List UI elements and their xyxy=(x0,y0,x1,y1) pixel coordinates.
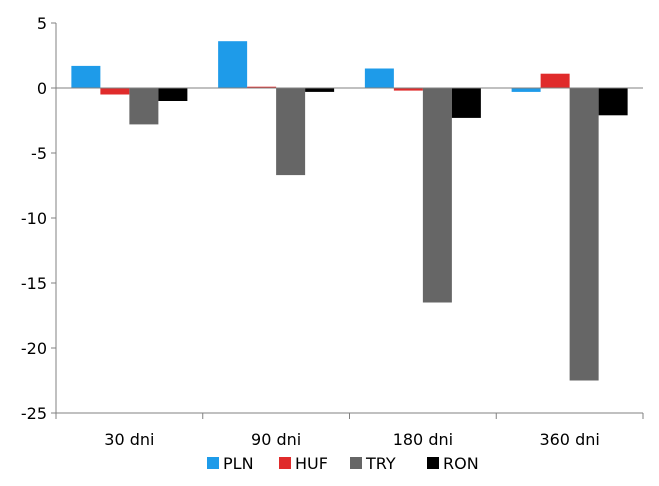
bar-huf-0 xyxy=(100,88,130,95)
axis-layer: 5 0 -5 -10 -15 -20 -25 30 dni 90 dni 180 dni 360 d… xyxy=(21,14,644,449)
legend-swatch-pln xyxy=(207,457,219,469)
legend: PLN HUF TRY RON xyxy=(207,454,479,473)
bar-try-0 xyxy=(129,88,159,125)
bar-huf-2 xyxy=(393,88,423,91)
bar-try-2 xyxy=(422,88,452,303)
bar-ron-0 xyxy=(158,88,188,101)
bar-pln-1 xyxy=(218,41,248,88)
bar-try-1 xyxy=(276,88,306,176)
legend-label-pln: PLN xyxy=(223,454,254,473)
x-category-label: 180 dni xyxy=(393,430,453,449)
y-tick-label: -20 xyxy=(21,339,47,358)
y-tick-label: 0 xyxy=(37,79,47,98)
y-tick-label: -25 xyxy=(21,404,47,423)
bar-huf-1 xyxy=(247,86,277,88)
x-category-label: 90 dni xyxy=(251,430,301,449)
y-tick-label: -10 xyxy=(21,209,47,228)
x-category-label: 30 dni xyxy=(104,430,154,449)
legend-label-try: TRY xyxy=(365,454,396,473)
y-tick-label: 5 xyxy=(37,14,47,33)
bar-huf-3 xyxy=(540,73,570,88)
bars-layer xyxy=(71,41,628,381)
y-tick-label: -5 xyxy=(31,144,47,163)
y-tick-label: -15 xyxy=(21,274,47,293)
legend-swatch-ron xyxy=(427,457,439,469)
bar-pln-2 xyxy=(364,68,394,88)
bar-try-3 xyxy=(569,88,599,381)
legend-swatch-huf xyxy=(279,457,291,469)
bar-ron-1 xyxy=(305,88,335,92)
legend-swatch-try xyxy=(350,457,362,469)
legend-label-huf: HUF xyxy=(295,454,328,473)
bar-pln-3 xyxy=(511,88,541,92)
bar-ron-3 xyxy=(598,88,628,116)
bar-ron-2 xyxy=(451,88,481,118)
x-category-label: 360 dni xyxy=(539,430,599,449)
legend-label-ron: RON xyxy=(443,454,479,473)
bar-pln-0 xyxy=(71,65,101,88)
